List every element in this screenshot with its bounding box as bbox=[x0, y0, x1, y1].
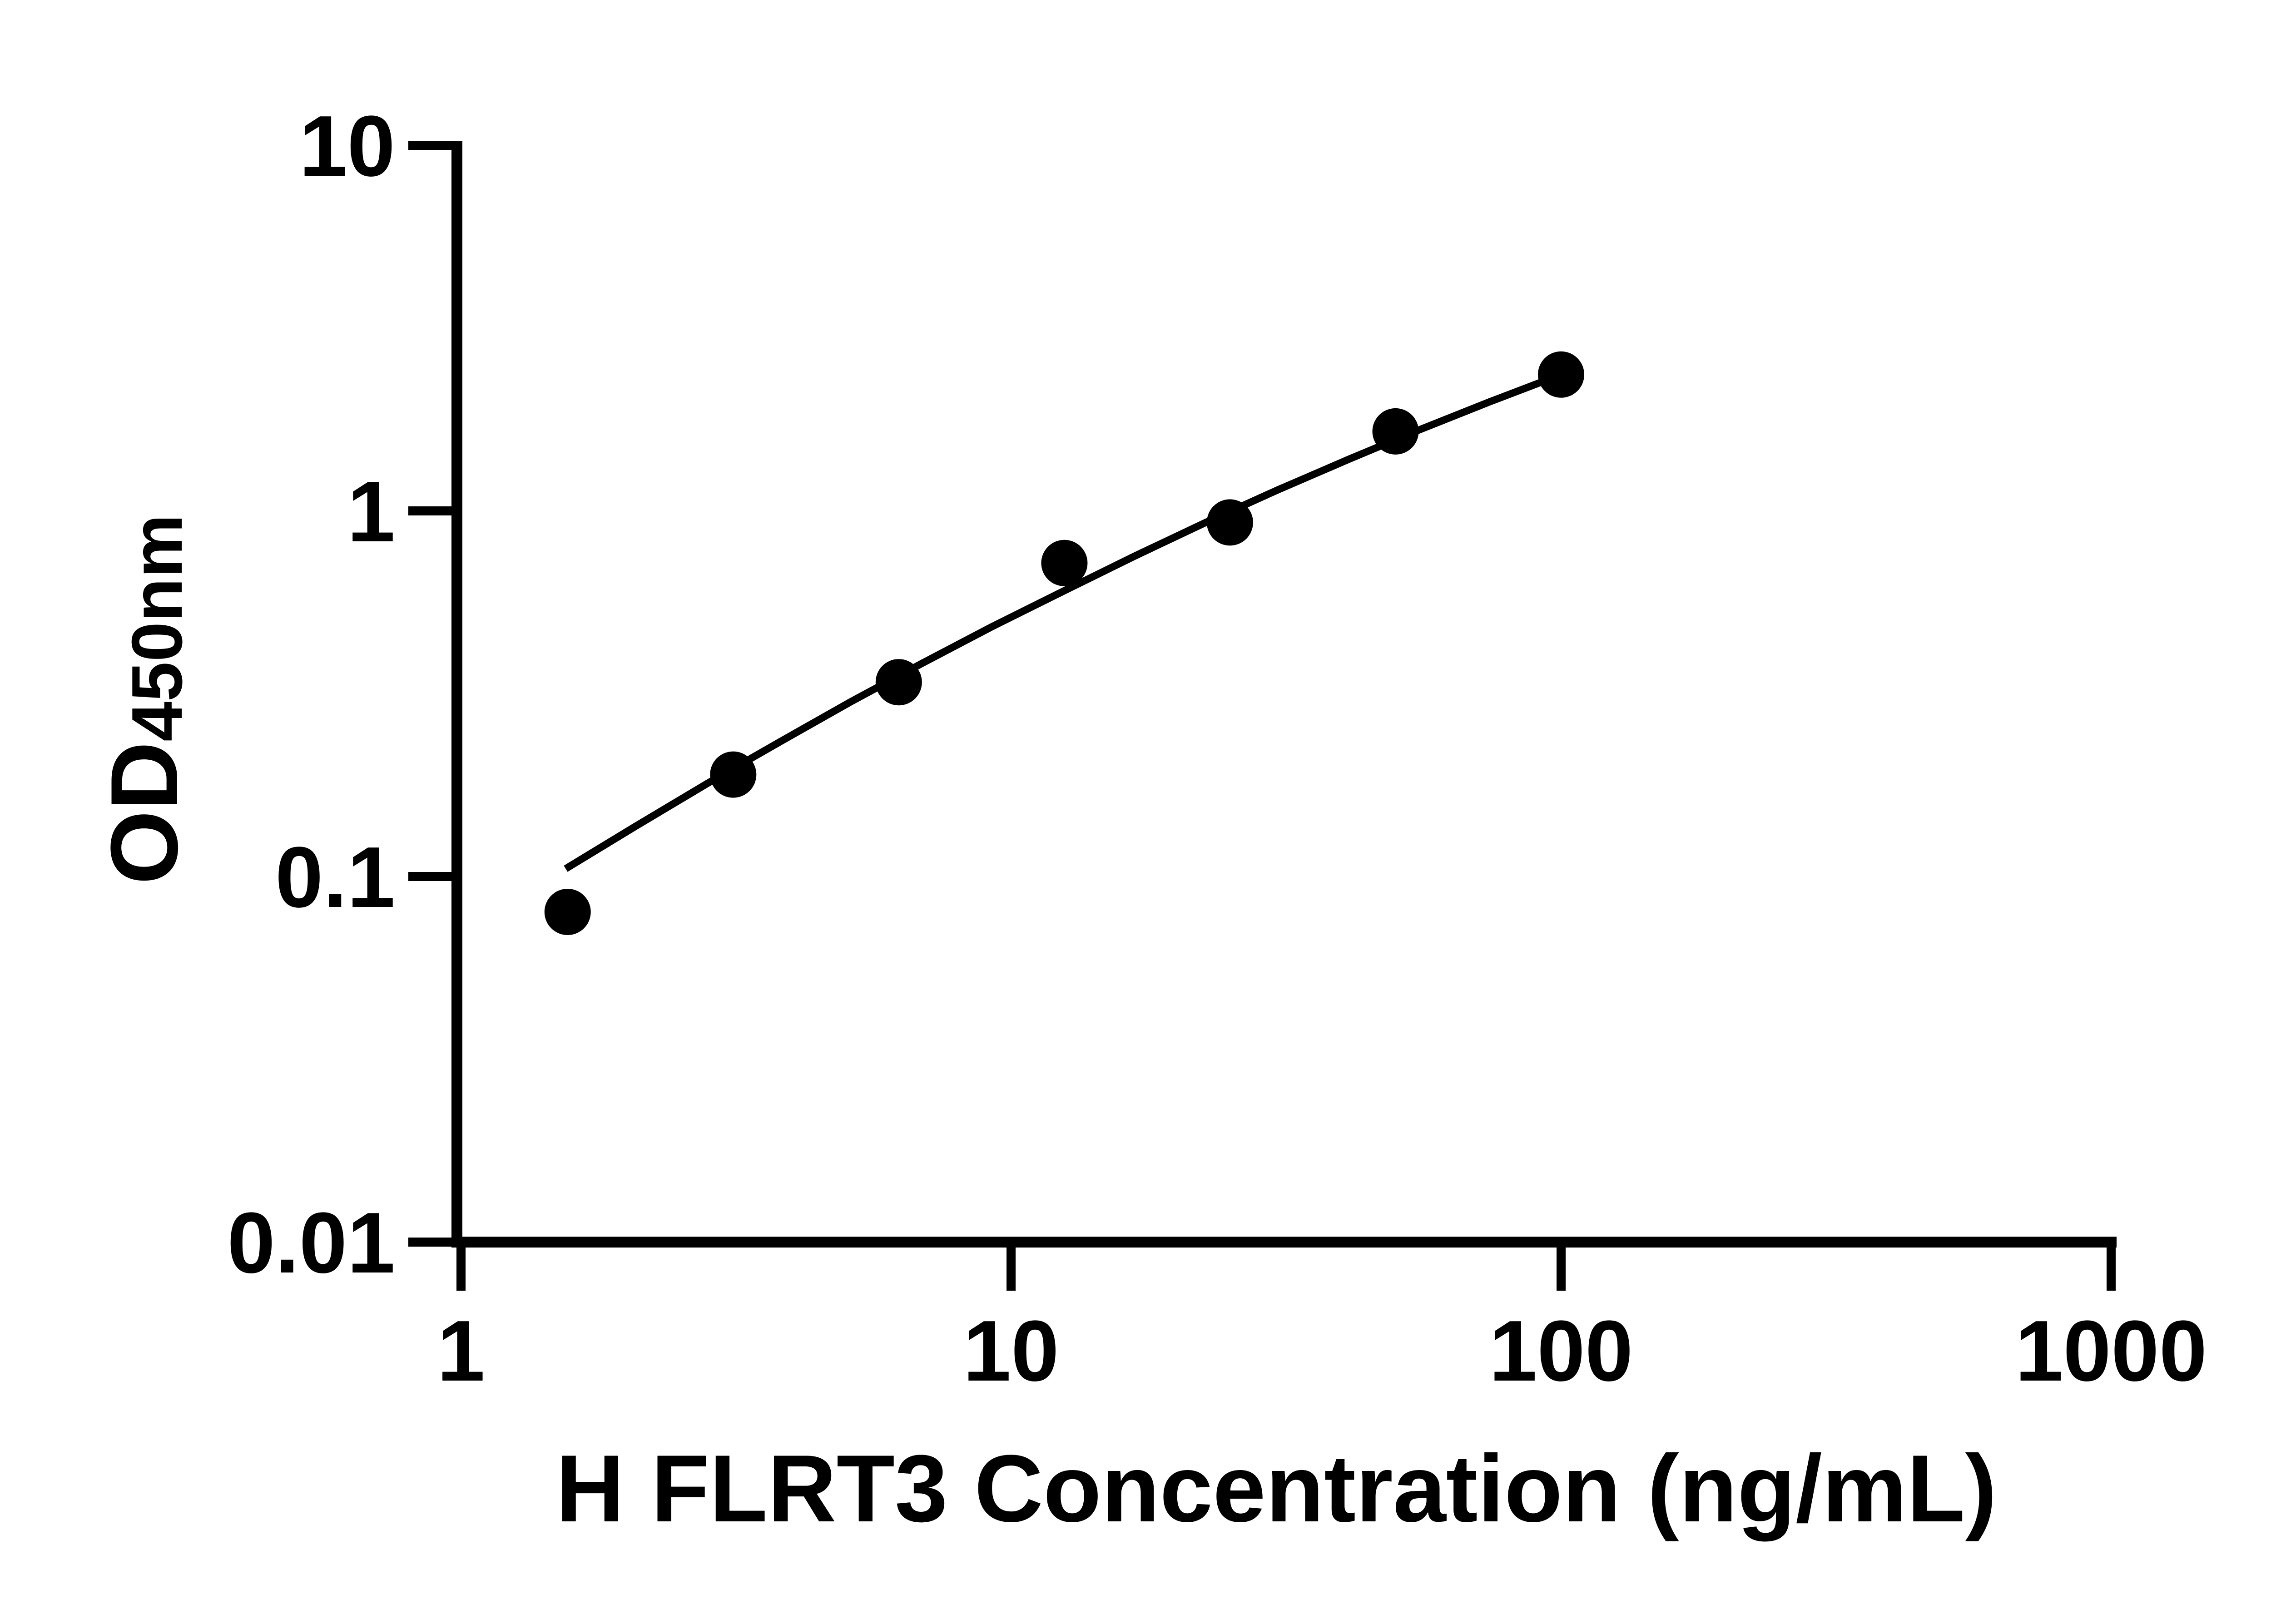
data-point-marker bbox=[1041, 540, 1088, 586]
y-axis-title: OD450nm bbox=[91, 514, 198, 885]
y-axis-ticks-group: 10 1 0.1 0.01 bbox=[227, 98, 454, 1291]
x-axis-title: H FLRT3 Concentration (ng/mL) bbox=[555, 1435, 1997, 1542]
data-points-group bbox=[544, 351, 1584, 935]
x-tick-label: 1 bbox=[437, 1303, 485, 1399]
y-axis: 10 1 0.1 0.01 bbox=[227, 98, 462, 1291]
y-tick-label: 0.01 bbox=[227, 1195, 395, 1291]
y-axis-title-main: OD bbox=[91, 742, 198, 885]
y-tick-label: 1 bbox=[347, 464, 395, 560]
data-point-marker bbox=[544, 889, 591, 935]
data-point-marker bbox=[1206, 499, 1253, 546]
y-tick-label: 10 bbox=[299, 98, 395, 194]
data-point-marker bbox=[1372, 408, 1419, 455]
data-point-marker bbox=[710, 751, 757, 798]
x-tick-label: 1000 bbox=[2015, 1303, 2207, 1399]
x-axis-ticks-group: 1 10 100 1000 bbox=[437, 1242, 2207, 1399]
y-axis-title-subscript: 450nm bbox=[117, 514, 197, 742]
y-tick-label: 0.1 bbox=[275, 829, 395, 926]
data-point-marker bbox=[875, 659, 922, 706]
x-tick-label: 100 bbox=[1489, 1303, 1633, 1399]
x-tick-label: 10 bbox=[963, 1303, 1059, 1399]
x-axis: 1 10 100 1000 bbox=[437, 1237, 2207, 1399]
data-point-marker bbox=[1538, 351, 1584, 398]
